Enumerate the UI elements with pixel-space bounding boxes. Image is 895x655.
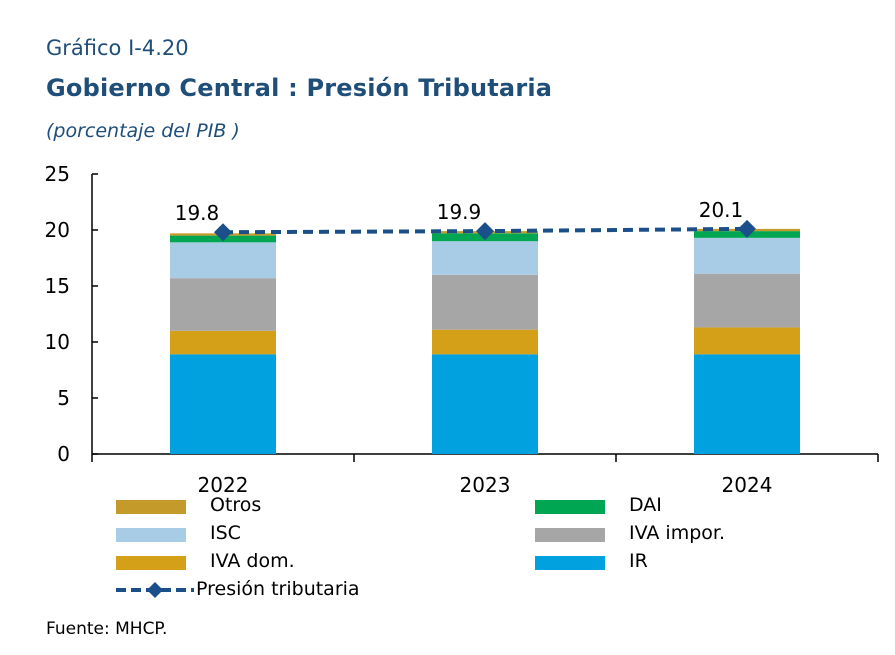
line-point-marker: [738, 219, 756, 238]
legend-swatch: [116, 556, 186, 570]
chart-subtitle: (porcentaje del PIB ): [46, 120, 240, 142]
legend-swatch: [535, 500, 605, 514]
line-point-marker: [476, 222, 494, 241]
bar-segment-ir: [432, 354, 538, 454]
source-note: Fuente: MHCP.: [46, 619, 168, 639]
legend-swatch: [535, 528, 605, 542]
bar-segment-iva-dom: [170, 330, 276, 355]
data-label: 19.8: [175, 201, 220, 225]
bar-segment-iva-dom: [694, 327, 800, 355]
bar-segment-isc: [170, 242, 276, 279]
y-tick-label: 10: [45, 330, 70, 354]
x-tick-label: 2024: [722, 473, 773, 497]
legend-label: Otros: [210, 494, 262, 516]
y-tick-label: 25: [45, 162, 70, 186]
data-label: 19.9: [437, 200, 482, 224]
legend-swatch: [116, 528, 186, 542]
data-label: 20.1: [699, 198, 744, 222]
legend-label: IVA dom.: [210, 550, 295, 572]
y-tick-label: 15: [45, 274, 70, 298]
y-tick-label: 0: [57, 442, 70, 466]
legend-label: IVA impor.: [629, 522, 726, 544]
legend-label: ISC: [210, 522, 241, 544]
line-point-marker: [214, 223, 232, 242]
x-tick-label: 2023: [460, 473, 511, 497]
legend-line-marker: [116, 582, 194, 598]
y-tick-label: 5: [57, 386, 70, 410]
y-tick-label: 20: [45, 218, 70, 242]
bar-segment-isc: [694, 237, 800, 274]
bar-segment-iva-dom: [432, 329, 538, 355]
bar-segment-iva-impor: [432, 274, 538, 330]
bar-segment-ir: [694, 354, 800, 454]
x-tick-label: 2022: [198, 473, 249, 497]
legend-swatch: [116, 500, 186, 514]
legend-label: Presión tributaria: [196, 578, 360, 600]
bar-segment-iva-impor: [170, 278, 276, 331]
figure-label: Gráfico I-4.20: [46, 36, 189, 60]
bar-segment-isc: [432, 241, 538, 275]
bar-segment-iva-impor: [694, 273, 800, 328]
legend-swatch: [535, 556, 605, 570]
legend-label: DAI: [629, 494, 662, 516]
chart-title: Gobierno Central : Presión Tributaria: [46, 74, 553, 102]
legend-label: IR: [629, 550, 648, 572]
bar-segment-ir: [170, 354, 276, 454]
